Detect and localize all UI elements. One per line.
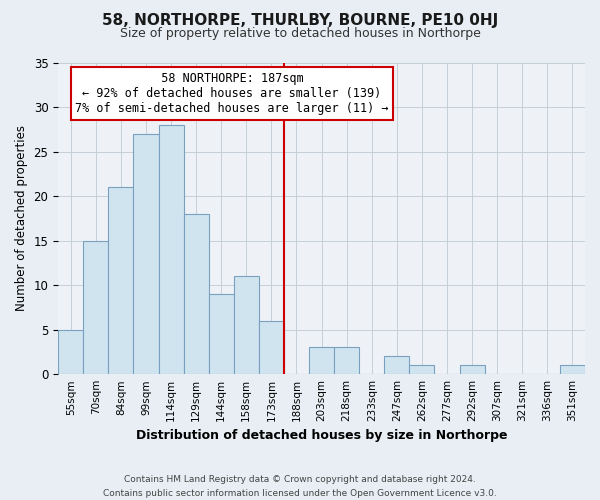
Bar xyxy=(209,294,234,374)
Bar xyxy=(334,348,359,374)
Bar xyxy=(409,366,434,374)
Y-axis label: Number of detached properties: Number of detached properties xyxy=(15,126,28,312)
Bar xyxy=(309,348,334,374)
Bar xyxy=(460,366,485,374)
Bar xyxy=(83,240,109,374)
Bar xyxy=(58,330,83,374)
Bar xyxy=(384,356,409,374)
Bar xyxy=(158,125,184,374)
Text: 58 NORTHORPE: 187sqm  
← 92% of detached houses are smaller (139)
7% of semi-det: 58 NORTHORPE: 187sqm ← 92% of detached h… xyxy=(75,72,389,115)
Bar xyxy=(259,320,284,374)
Bar xyxy=(184,214,209,374)
Text: Size of property relative to detached houses in Northorpe: Size of property relative to detached ho… xyxy=(119,28,481,40)
Bar xyxy=(109,187,133,374)
X-axis label: Distribution of detached houses by size in Northorpe: Distribution of detached houses by size … xyxy=(136,430,508,442)
Text: Contains HM Land Registry data © Crown copyright and database right 2024.
Contai: Contains HM Land Registry data © Crown c… xyxy=(103,476,497,498)
Bar xyxy=(234,276,259,374)
Bar xyxy=(560,366,585,374)
Text: 58, NORTHORPE, THURLBY, BOURNE, PE10 0HJ: 58, NORTHORPE, THURLBY, BOURNE, PE10 0HJ xyxy=(102,12,498,28)
Bar xyxy=(133,134,158,374)
